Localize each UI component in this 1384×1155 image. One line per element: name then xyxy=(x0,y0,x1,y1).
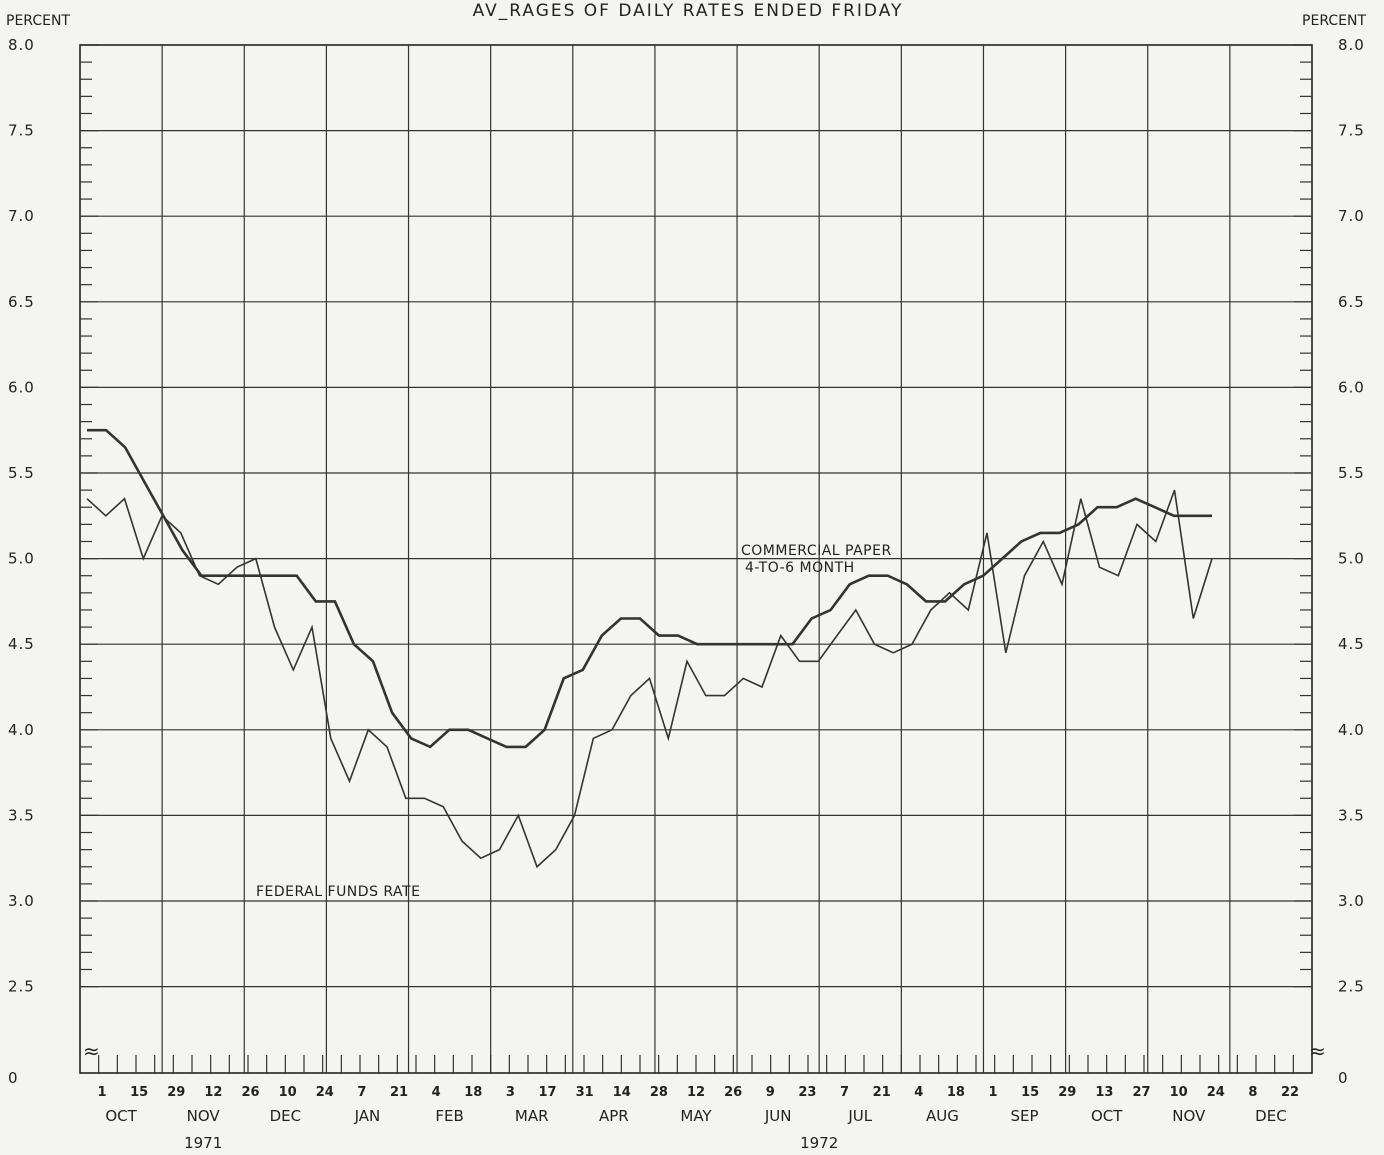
x-day-label: 26 xyxy=(241,1085,259,1100)
y-tick-label-right: 3.5 xyxy=(1338,806,1365,824)
x-day-label: 13 xyxy=(1095,1085,1113,1100)
y-tick-label-left: 5.5 xyxy=(8,464,35,482)
x-day-label: 23 xyxy=(798,1085,816,1100)
x-month-label: DEC xyxy=(1255,1107,1287,1125)
y-tick-label-right: 0 xyxy=(1338,1069,1349,1087)
y-tick-label-right: 6.0 xyxy=(1338,378,1365,396)
y-tick-label-right: 4.0 xyxy=(1338,721,1365,739)
x-month-label: NOV xyxy=(187,1107,221,1125)
y-tick-label-right: 3.0 xyxy=(1338,892,1365,910)
y-tick-label-left: 2.5 xyxy=(8,978,35,996)
x-month-label: DEC xyxy=(270,1107,302,1125)
x-day-label: 4 xyxy=(914,1085,923,1100)
commercial-paper-annotation-line2: 4-TO-6 MONTH xyxy=(745,560,855,576)
right-axis-unit-label: PERCENT xyxy=(1302,13,1366,29)
x-day-label: 29 xyxy=(1058,1085,1076,1100)
axis-break-right: ≈ xyxy=(1309,1039,1326,1063)
x-day-label: 31 xyxy=(576,1085,594,1100)
commercial-paper-line xyxy=(87,428,1212,749)
x-month-label: JUN xyxy=(764,1107,792,1125)
x-month-label: AUG xyxy=(926,1107,959,1125)
x-day-label: 10 xyxy=(279,1085,297,1100)
x-month-label: APR xyxy=(599,1107,629,1125)
y-tick-label-right: 8.0 xyxy=(1338,36,1365,54)
y-tick-label-left: 7.5 xyxy=(8,122,35,140)
left-axis-unit-label: PERCENT xyxy=(6,13,70,29)
y-tick-label-left: 0 xyxy=(8,1069,19,1087)
x-day-label: 18 xyxy=(464,1085,482,1100)
x-month-label: JAN xyxy=(354,1107,381,1125)
x-day-label: 12 xyxy=(204,1085,222,1100)
x-month-label: NOV xyxy=(1172,1107,1206,1125)
x-day-label: 15 xyxy=(130,1085,148,1100)
x-month-label: MAY xyxy=(680,1107,712,1125)
x-day-label: 4 xyxy=(432,1085,441,1100)
x-month-label: SEP xyxy=(1011,1107,1039,1125)
x-month-label: OCT xyxy=(105,1107,137,1125)
x-day-label: 1 xyxy=(97,1085,106,1100)
y-tick-label-left: 7.0 xyxy=(8,207,35,225)
axis-break-left: ≈ xyxy=(83,1039,100,1063)
chart-title: AV_RAGES OF DAILY RATES ENDED FRIDAY xyxy=(473,1,904,21)
x-day-label: 8 xyxy=(1248,1085,1257,1100)
x-day-label: 17 xyxy=(538,1085,556,1100)
x-day-label: 27 xyxy=(1132,1085,1150,1100)
y-tick-label-left: 3.0 xyxy=(8,892,35,910)
federal-funds-rate-line xyxy=(86,489,1213,869)
grid xyxy=(79,44,1313,1074)
y-tick-label-right: 5.5 xyxy=(1338,464,1365,482)
axis-ticks xyxy=(79,44,1313,1073)
y-tick-label-left: 6.0 xyxy=(8,378,35,396)
federal-funds-annotation: FEDERAL FUNDS RATE xyxy=(256,884,420,900)
x-day-label: 26 xyxy=(724,1085,742,1100)
y-tick-label-right: 5.0 xyxy=(1338,550,1365,568)
y-tick-label-left: 8.0 xyxy=(8,36,35,54)
x-tick-labels: 1 15 29 12 26 10 24 7 21 4 18 3 17 31 14 28 12 26 9 23 7 21 4 1… xyxy=(97,1085,1299,1152)
y-tick-label-left: 4.5 xyxy=(8,635,35,653)
x-day-label: 3 xyxy=(506,1085,515,1100)
y-tick-label-right: 2.5 xyxy=(1338,978,1365,996)
x-month-label: MAR xyxy=(515,1107,549,1125)
x-day-label: 21 xyxy=(873,1085,891,1100)
x-day-label: 15 xyxy=(1021,1085,1039,1100)
y-tick-label-left: 4.0 xyxy=(8,721,35,739)
x-day-label: 1 xyxy=(988,1085,997,1100)
x-day-label: 28 xyxy=(650,1085,668,1100)
commercial-paper-annotation-line1: COMMERCIAL PAPER xyxy=(741,543,892,559)
x-day-label: 22 xyxy=(1281,1085,1299,1100)
y-tick-labels: 8.0 8.0 7.5 7.5 7.0 7.0 6.5 6.5 6.0 6.0 5.5 5.5 5.0 5… xyxy=(8,36,1365,1087)
x-day-label: 24 xyxy=(316,1085,334,1100)
x-day-label: 9 xyxy=(766,1085,775,1100)
x-month-label: FEB xyxy=(435,1107,463,1125)
x-day-label: 29 xyxy=(167,1085,185,1100)
y-tick-label-left: 5.0 xyxy=(8,550,35,568)
x-year-label: 1971 xyxy=(184,1134,222,1152)
x-day-label: 14 xyxy=(613,1085,631,1100)
x-day-label: 18 xyxy=(947,1085,965,1100)
y-tick-label-right: 7.0 xyxy=(1338,207,1365,225)
series-lines xyxy=(86,428,1213,869)
x-month-label: OCT xyxy=(1091,1107,1123,1125)
x-year-label: 1972 xyxy=(800,1134,838,1152)
y-tick-label-right: 6.5 xyxy=(1338,293,1365,311)
x-day-label: 24 xyxy=(1207,1085,1225,1100)
x-month-label: JUL xyxy=(847,1107,872,1125)
y-tick-label-right: 7.5 xyxy=(1338,122,1365,140)
x-day-label: 12 xyxy=(687,1085,705,1100)
y-tick-label-left: 3.5 xyxy=(8,806,35,824)
x-day-label: 7 xyxy=(357,1085,366,1100)
x-day-label: 10 xyxy=(1170,1085,1188,1100)
y-tick-label-right: 4.5 xyxy=(1338,635,1365,653)
x-day-label: 21 xyxy=(390,1085,408,1100)
x-day-label: 7 xyxy=(840,1085,849,1100)
y-tick-label-left: 6.5 xyxy=(8,293,35,311)
